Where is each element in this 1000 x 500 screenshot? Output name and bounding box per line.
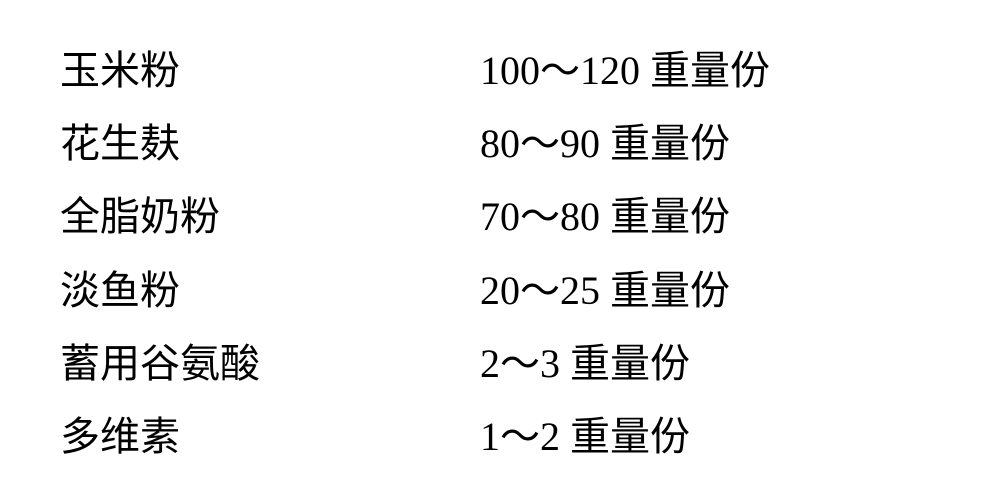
ingredient-name: 全脂奶粉 xyxy=(60,184,480,242)
ingredient-name: 多维素 xyxy=(60,404,480,462)
table-row: 花生麸 80～90 重量份 xyxy=(60,111,940,169)
table-row: 淡鱼粉 20～25 重量份 xyxy=(60,258,940,316)
ingredient-name: 玉米粉 xyxy=(60,38,480,96)
ingredient-amount: 80～90 重量份 xyxy=(480,111,730,169)
table-row: 全脂奶粉 70～80 重量份 xyxy=(60,184,940,242)
ingredient-amount: 70～80 重量份 xyxy=(480,184,730,242)
table-row: 蓄用谷氨酸 2～3 重量份 xyxy=(60,331,940,389)
ingredients-table: 玉米粉 100～120 重量份 花生麸 80～90 重量份 全脂奶粉 70～80… xyxy=(60,30,940,470)
table-row: 玉米粉 100～120 重量份 xyxy=(60,38,940,96)
ingredient-name: 蓄用谷氨酸 xyxy=(60,331,480,389)
ingredient-name: 花生麸 xyxy=(60,111,480,169)
ingredient-amount: 20～25 重量份 xyxy=(480,258,730,316)
ingredient-amount: 100～120 重量份 xyxy=(480,38,770,96)
ingredient-amount: 2～3 重量份 xyxy=(480,331,690,389)
table-row: 多维素 1～2 重量份 xyxy=(60,404,940,462)
ingredient-name: 淡鱼粉 xyxy=(60,258,480,316)
ingredient-amount: 1～2 重量份 xyxy=(480,404,690,462)
